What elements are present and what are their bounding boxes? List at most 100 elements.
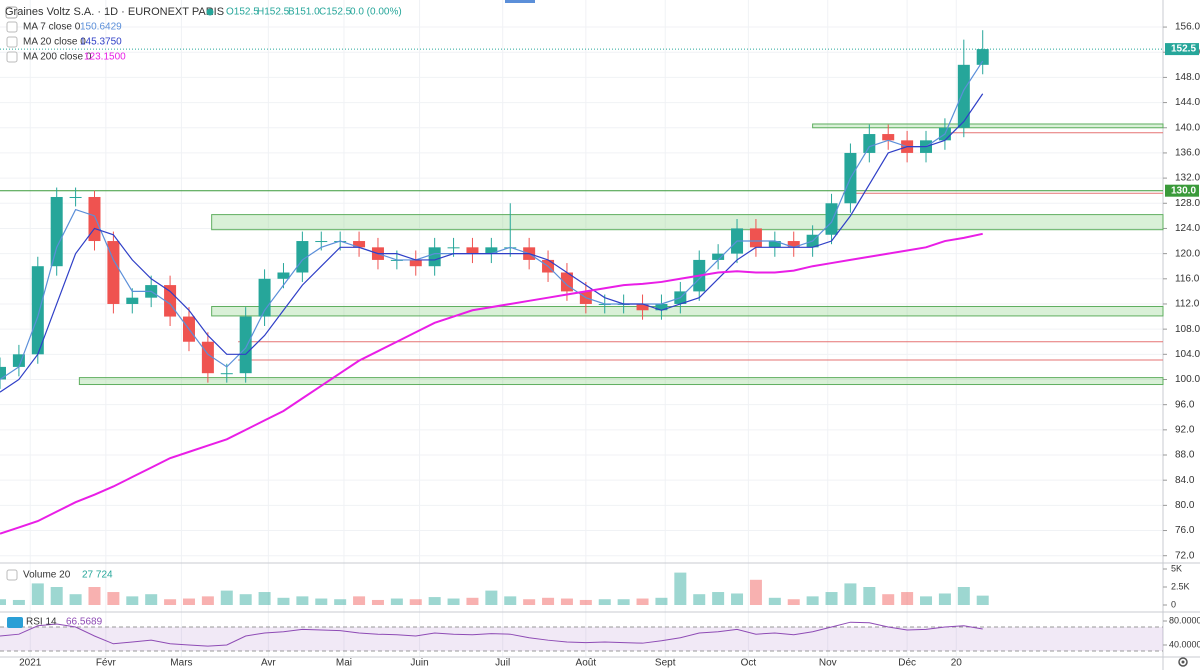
y-tick-label: 128.0 (1175, 198, 1200, 209)
y-tick-label: 148.0 (1175, 72, 1200, 83)
volume-bar (749, 579, 762, 605)
legend-value: 123.1500 (84, 52, 126, 63)
x-tick-label: Oct (741, 658, 757, 669)
y-tick-label: 132.0 (1175, 173, 1200, 184)
ohlc-open: O152.5 (226, 7, 259, 18)
volume-bar (504, 596, 517, 605)
y-tick-label: 144.0 (1175, 97, 1200, 108)
legend-toggle[interactable] (6, 569, 18, 581)
volume-bar (598, 599, 611, 605)
x-tick-label: Mai (336, 658, 352, 669)
candle-body (976, 49, 989, 65)
candle-body (787, 241, 800, 248)
last-price-box (1165, 43, 1199, 56)
candle-body (655, 303, 668, 311)
candle-body (220, 373, 233, 375)
y-tick-label: 112.0 (1175, 299, 1200, 310)
volume-bar (12, 599, 25, 605)
volume-bar (182, 598, 195, 605)
volume-bar (315, 598, 328, 605)
candle-body (69, 196, 82, 198)
y-tick-label: 72.0 (1175, 550, 1195, 561)
candle-body (882, 134, 895, 141)
volume-bar (145, 594, 158, 605)
x-tick-label: 2021 (19, 658, 42, 669)
y-tick-label: 96.0 (1175, 399, 1195, 410)
ohlc-change: 0.0 (0.00%) (350, 7, 402, 18)
candle-body (636, 303, 649, 311)
y-tick-label: 5K (1171, 563, 1182, 573)
x-tick-label: Juil (495, 658, 510, 669)
legend-entry: MA 7 close 0 (23, 22, 81, 33)
status-dot (206, 8, 214, 16)
legend-entry: MA 200 close 0 (23, 52, 92, 63)
level-label: 130.0 (1171, 185, 1196, 196)
y-tick-label: 108.0 (1175, 324, 1200, 335)
y-tick-label: 136.0 (1175, 148, 1200, 159)
candle-body (409, 259, 422, 267)
y-tick-label: 0 (1171, 599, 1176, 609)
volume-bar (126, 596, 139, 605)
volume-bar (825, 592, 838, 605)
candle-body (825, 203, 838, 235)
moving-average-line (0, 232, 983, 535)
x-tick-label: Nov (819, 658, 837, 669)
candle-body (315, 241, 328, 243)
candle-body (485, 247, 498, 254)
volume-bar (523, 599, 536, 605)
volume-bar (579, 599, 592, 605)
volume-bar (239, 594, 252, 605)
y-tick-label: 156.0 (1175, 22, 1200, 33)
volume-bar (731, 593, 744, 605)
collapse-button[interactable] (5, 6, 18, 19)
candle-body (749, 228, 762, 248)
toolbar-indicator (505, 0, 535, 3)
legend-toggle[interactable] (6, 36, 18, 48)
volume-bar (920, 596, 933, 605)
settings-icon[interactable] (1178, 657, 1188, 667)
volume-bar (882, 594, 895, 605)
volume-bar (806, 596, 819, 605)
volume-bar (409, 599, 422, 605)
candle-body (428, 247, 441, 267)
legend-toggle[interactable] (6, 21, 18, 33)
legend-toggle[interactable] (6, 51, 18, 63)
volume-bar (976, 595, 989, 605)
volume-bar (957, 587, 970, 605)
volume-bar (371, 599, 384, 605)
x-tick-label: Févr (96, 658, 117, 669)
support-zone (812, 123, 1164, 129)
volume-bar (693, 594, 706, 605)
candle-body (466, 247, 479, 254)
y-tick-label: 104.0 (1175, 349, 1200, 360)
candle-body (277, 272, 290, 279)
x-tick-label: Sept (655, 658, 676, 669)
x-tick-label: Juin (410, 658, 428, 669)
legend-value: 145.3750 (80, 37, 122, 48)
rsi-value: 66.5689 (66, 617, 103, 628)
volume-bar (712, 592, 725, 605)
y-tick-label: 80.0 (1175, 500, 1195, 511)
volume-bar (787, 599, 800, 605)
symbol-title: Graines Voltz S.A. · 1D · EURONEXT PARIS (5, 6, 224, 18)
volume-bar (31, 583, 44, 605)
last-price-label: 152.5 (1171, 44, 1196, 55)
x-tick-label: Mars (170, 658, 192, 669)
candle-body (0, 366, 6, 380)
rsi-icon (7, 617, 23, 628)
volume-bar (0, 599, 6, 605)
volume-bar (466, 597, 479, 605)
y-tick-label: 84.0 (1175, 475, 1195, 486)
ohlc-low: B151.0 (288, 7, 320, 18)
ohlc-close: C152.5 (319, 7, 352, 18)
volume-bar (334, 599, 347, 605)
volume-bar (69, 594, 82, 605)
candle-body (957, 64, 970, 128)
candle-body (107, 241, 120, 304)
rsi-title: RSI 14 (26, 617, 57, 628)
volume-title: Volume 20 (23, 570, 71, 581)
x-tick-label: 20 (951, 658, 963, 669)
candle-body (239, 316, 252, 374)
volume-bar (485, 590, 498, 605)
